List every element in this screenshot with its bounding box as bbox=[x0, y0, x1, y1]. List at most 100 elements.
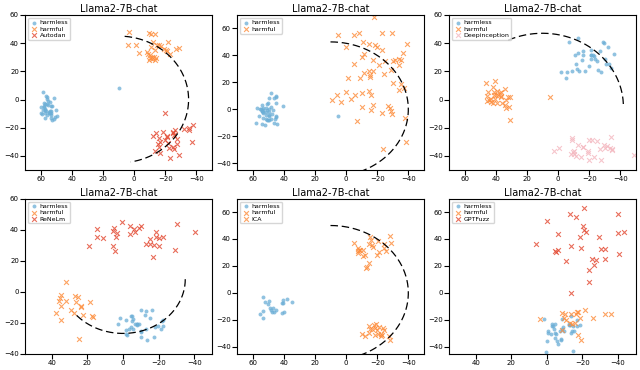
harmless bbox=[333, 113, 344, 119]
harmless bbox=[42, 101, 52, 107]
harmful bbox=[161, 47, 171, 53]
ICA bbox=[360, 333, 371, 339]
Autodan bbox=[163, 140, 173, 146]
harmless bbox=[266, 104, 276, 110]
harmful bbox=[365, 74, 375, 80]
harmless bbox=[278, 300, 288, 306]
Deepinception bbox=[577, 144, 588, 150]
harmful bbox=[388, 80, 398, 86]
harmless bbox=[37, 111, 47, 117]
Legend: harmless, harmful, GPTFuzz: harmless, harmful, GPTFuzz bbox=[452, 202, 494, 223]
harmful bbox=[72, 293, 83, 299]
harmless bbox=[271, 113, 281, 119]
harmless bbox=[257, 102, 267, 108]
harmless bbox=[564, 322, 574, 328]
ICA bbox=[371, 321, 381, 327]
harmless bbox=[603, 44, 613, 50]
harmful bbox=[496, 93, 506, 99]
harmful bbox=[372, 252, 382, 258]
harmless bbox=[551, 331, 561, 337]
harmful bbox=[486, 99, 497, 105]
harmless bbox=[269, 309, 280, 315]
harmless bbox=[126, 313, 136, 319]
harmful bbox=[366, 237, 376, 243]
harmful bbox=[378, 110, 388, 115]
harmful bbox=[535, 316, 545, 322]
harmless bbox=[44, 110, 54, 115]
Legend: harmless, harmful, ReNeLm: harmless, harmful, ReNeLm bbox=[28, 202, 70, 223]
harmful bbox=[357, 54, 367, 60]
harmless bbox=[45, 99, 55, 105]
harmless bbox=[251, 121, 261, 127]
ReNeLm bbox=[154, 243, 164, 249]
harmless bbox=[572, 66, 582, 72]
harmless bbox=[264, 112, 274, 118]
ReNeLm bbox=[111, 234, 121, 240]
ReNeLm bbox=[158, 234, 168, 240]
harmless bbox=[264, 305, 275, 311]
harmless bbox=[539, 316, 549, 322]
harmful bbox=[373, 238, 383, 244]
harmful bbox=[68, 310, 79, 316]
harmful bbox=[572, 309, 582, 315]
harmless bbox=[257, 108, 267, 114]
GPTFuzz bbox=[584, 279, 594, 285]
ReNeLm bbox=[172, 221, 182, 227]
harmful bbox=[359, 70, 369, 76]
harmful bbox=[123, 42, 133, 48]
Autodan bbox=[168, 130, 178, 136]
ReNeLm bbox=[190, 229, 200, 235]
harmless bbox=[287, 299, 298, 305]
harmless bbox=[263, 100, 273, 106]
harmful bbox=[352, 118, 362, 124]
harmful bbox=[402, 41, 412, 47]
Deepinception bbox=[566, 135, 577, 141]
harmless bbox=[42, 112, 52, 118]
harmless bbox=[52, 113, 62, 119]
harmless bbox=[605, 65, 616, 71]
harmless bbox=[268, 305, 278, 311]
harmless bbox=[42, 94, 52, 100]
Deepinception bbox=[588, 137, 598, 143]
harmless bbox=[157, 317, 168, 323]
Deepinception bbox=[595, 146, 605, 152]
ReNeLm bbox=[141, 241, 151, 247]
Deepinception bbox=[600, 145, 610, 151]
harmless bbox=[38, 89, 48, 95]
harmful bbox=[492, 92, 502, 98]
Legend: harmless, harmful, Deepinception: harmless, harmful, Deepinception bbox=[452, 18, 511, 40]
harmless bbox=[121, 331, 131, 337]
harmless bbox=[575, 322, 586, 328]
harmless bbox=[257, 316, 268, 322]
ICA bbox=[370, 332, 380, 338]
harmless bbox=[543, 330, 553, 336]
harmless bbox=[269, 95, 279, 101]
Autodan bbox=[169, 145, 179, 151]
GPTFuzz bbox=[591, 257, 601, 263]
harmless bbox=[272, 121, 282, 127]
harmful bbox=[74, 336, 84, 342]
Deepinception bbox=[569, 151, 579, 157]
ReNeLm bbox=[134, 225, 145, 231]
harmful bbox=[398, 50, 408, 56]
harmful bbox=[368, 102, 378, 108]
harmless bbox=[277, 300, 287, 306]
Autodan bbox=[168, 144, 179, 149]
harmless bbox=[586, 52, 596, 58]
harmful bbox=[394, 62, 404, 68]
harmless bbox=[557, 316, 568, 322]
harmful bbox=[491, 92, 501, 98]
harmless bbox=[261, 107, 271, 113]
harmless bbox=[147, 307, 157, 313]
harmful bbox=[87, 313, 97, 319]
harmful bbox=[379, 241, 389, 247]
ReNeLm bbox=[125, 223, 135, 229]
harmless bbox=[43, 98, 53, 104]
harmless bbox=[550, 330, 560, 336]
harmless bbox=[49, 116, 59, 122]
harmful bbox=[353, 250, 363, 256]
ICA bbox=[364, 323, 374, 329]
harmful bbox=[374, 62, 384, 68]
harmless bbox=[552, 341, 563, 347]
harmless bbox=[153, 323, 163, 329]
